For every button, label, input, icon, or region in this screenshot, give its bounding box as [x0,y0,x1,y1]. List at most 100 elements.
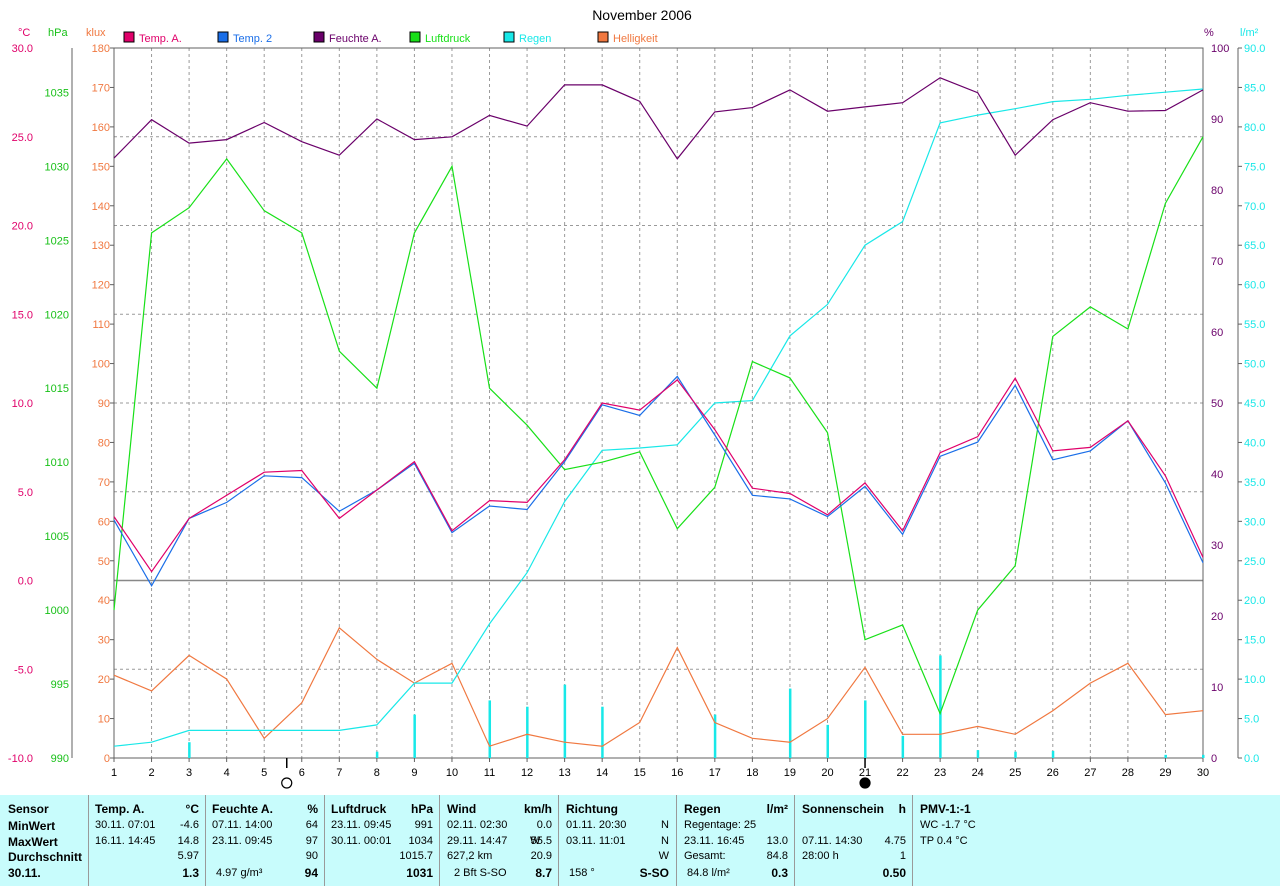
pressure-header: Luftdruck [331,802,387,816]
rain-daily-bar [826,724,829,758]
pressure-tick-label: 1020 [45,309,69,321]
day-tick-label: 14 [596,767,608,779]
humidity-tick-label: 20 [1211,611,1223,623]
humidity-series-line [113,77,1204,160]
temp-header: Temp. A. [95,802,145,816]
rain-max: 13.0 [766,835,788,847]
rain-unit-label: l/m² [1240,27,1259,39]
day-tick-label: 9 [411,767,417,779]
day-tick-label: 28 [1122,767,1134,779]
klux-tick-label: 50 [98,556,110,568]
rain-tick-label: 70.0 [1244,201,1265,213]
rain-daily-bar [601,706,604,758]
temp-column: Temp. A. °C 30.11. 07:01 -4.6 16.11. 14:… [89,795,206,886]
pressure-min-time: 23.11. 09:45 [331,819,392,831]
rain-daily-bar [976,750,980,758]
rain-tick-label: 45.0 [1244,398,1265,410]
wind-column: Wind km/h 02.11. 02:30 0.0 29.11. 14:47 … [440,795,559,886]
temp-tick-label: 30.0 [12,43,33,55]
new-moon-icon [859,777,871,789]
rain-today: 0.3 [771,866,788,880]
pressure-tick-label: 1000 [45,605,69,617]
klux-tick-label: 130 [92,240,110,252]
day-tick-label: 23 [934,767,946,779]
rain-tick-label: 15.0 [1244,635,1265,647]
humidity-absolute: 4.97 g/m³ [216,867,263,879]
humidity-max-time: 23.11. 09:45 [212,835,273,847]
wind-avg: 20.9 [530,850,552,862]
humidity-avg: 90 [305,850,318,862]
wind-min-time: 02.11. 02:30 [447,819,508,831]
temp-a-legend-label: Temp. A. [139,33,182,45]
rain-header: Regen [684,802,721,816]
day-tick-label: 8 [374,767,380,779]
klux-tick-label: 100 [92,359,110,371]
brightness-series-line [113,626,1204,747]
rain-tick-label: 90.0 [1244,43,1265,55]
temp-tick-label: 15.0 [12,309,33,321]
wind-unit: km/h [523,802,552,816]
rain-tick-label: 10.0 [1244,674,1265,686]
day-tick-label: 16 [671,767,683,779]
humidity-tick-label: 40 [1211,469,1223,481]
sunshine-max: 4.75 [884,835,906,847]
rain-daily-bar [563,684,567,758]
full-moon-icon [281,777,293,789]
day-tick-label: 17 [709,767,721,779]
axes: 30.025.020.015.010.05.00.0-5.0-10.010351… [8,27,1265,789]
sunshine-total: 28:00 h [802,850,839,862]
temp-tick-label: 0.0 [18,576,33,588]
day-tick-label: 6 [299,767,305,779]
pressure-avg: 1015.7 [399,850,433,862]
direction-max-time: 03.11. 11:01 [566,835,626,847]
sensor-header: Sensor [8,802,49,816]
rain-daily-bar [375,751,379,758]
day-tick-label: 22 [896,767,908,779]
brightness-legend-label: Helligkeit [613,33,658,45]
rain-daily-bar [788,688,792,758]
klux-tick-label: 10 [98,714,110,726]
pressure-tick-label: 990 [51,753,69,765]
day-tick-label: 7 [336,767,342,779]
grid-lines [114,48,1203,758]
day-tick-label: 12 [521,767,533,779]
rain-tick-label: 50.0 [1244,359,1265,371]
humidity-tick-label: 10 [1211,682,1223,694]
sensor-column: Sensor MinWert MaxWert Durchschnitt 30.1… [0,795,89,886]
humidity-tick-label: 50 [1211,398,1223,410]
day-tick-label: 19 [784,767,796,779]
day-tick-label: 5 [261,767,267,779]
temp-today: 1.3 [182,866,199,880]
direction-today-degrees: 158 ° [569,867,595,879]
direction-column: Richtung 01.11. 20:30 N 03.11. 11:01 N W… [559,795,677,886]
pmv-dewpoint: TP 0.4 °C [920,835,968,847]
temp-max-time: 16.11. 14:45 [95,835,156,847]
brightness-legend-swatch [597,31,609,43]
rain-daily-bar [526,706,529,758]
rain-tick-label: 25.0 [1244,556,1265,568]
rain-daily-bar [1051,750,1055,758]
rain-daily-bar [188,742,191,758]
humidity-tick-label: 70 [1211,256,1223,268]
pmv-column: PMV-1:-1 WC -1.7 °C TP 0.4 °C [913,795,1279,886]
temp-tick-label: 20.0 [12,221,33,233]
klux-tick-label: 0 [104,753,110,765]
rain-tick-label: 0.0 [1244,753,1259,765]
rain-max-time: 23.11. 16:45 [684,835,745,847]
pressure-today: 1031 [406,866,433,880]
summary-panel: Sensor MinWert MaxWert Durchschnitt 30.1… [0,795,1280,886]
rain-tick-label: 5.0 [1244,714,1259,726]
rain-today-total: 84.8 l/m² [687,867,730,879]
temp-unit-label: °C [18,27,30,39]
humidity-tick-label: 60 [1211,327,1223,339]
rain-total-label: Gesamt: [684,850,726,862]
direction-min: N [661,819,669,831]
day-tick-label: 26 [1047,767,1059,779]
humidity-tick-label: 0 [1211,753,1217,765]
row-label-avg: Durchschnitt [8,850,83,864]
direction-avg: W [658,850,669,862]
day-tick-label: 2 [148,767,154,779]
temp-a-legend-swatch [123,31,135,43]
day-tick-label: 21 [859,767,871,779]
rain-daily-bar [901,735,905,758]
